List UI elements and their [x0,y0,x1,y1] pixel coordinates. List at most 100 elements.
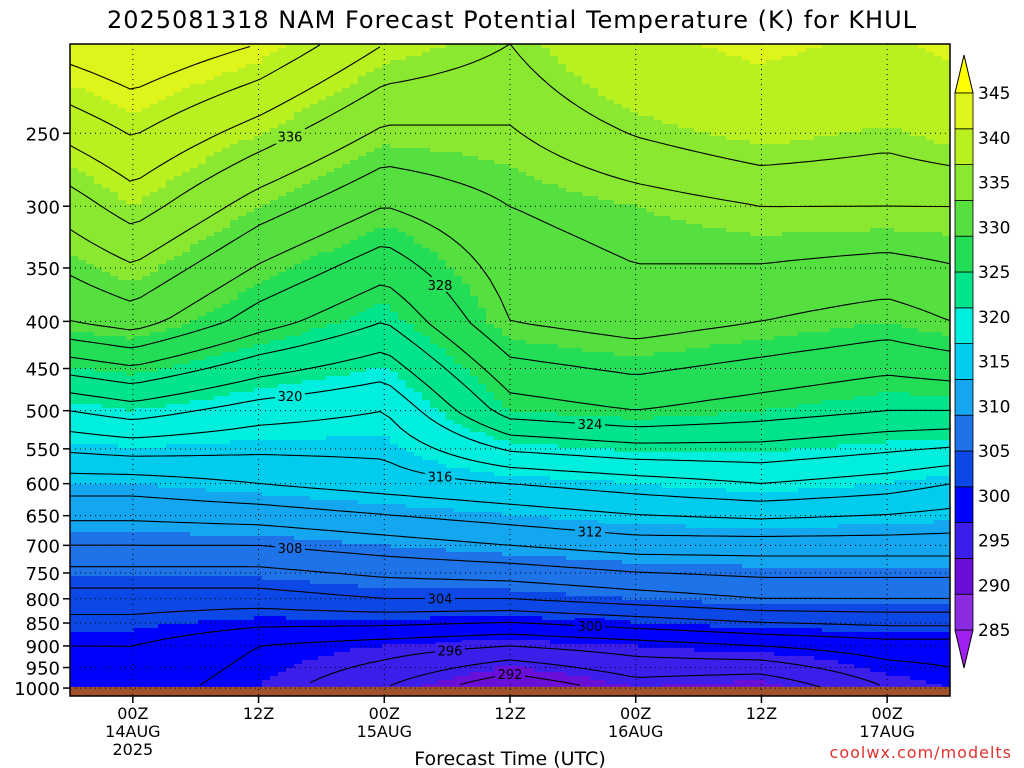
field-cell [238,152,247,157]
field-cell [150,172,159,177]
field-cell [102,464,111,469]
field-cell [262,56,271,61]
field-cell [70,460,79,465]
field-cell [278,84,287,89]
field-cell [238,180,247,185]
field-cell [294,436,303,441]
field-cell [118,212,127,217]
field-cell [278,312,287,317]
field-cell [102,448,111,453]
field-cell [86,168,95,173]
field-cell [142,408,151,413]
field-cell [246,544,255,549]
field-cell [158,200,167,205]
field-cell [246,388,255,393]
field-cell [310,468,319,473]
field-cell [78,212,87,217]
field-cell [222,396,231,401]
field-cell [78,172,87,177]
field-cell [222,580,231,585]
field-cell [142,480,151,485]
field-cell [270,344,279,349]
field-cell [110,532,119,537]
field-cell [190,404,199,409]
field-cell [262,440,271,445]
field-cell [262,204,271,209]
field-cell [270,584,279,589]
field-cell [102,620,111,625]
field-cell [214,380,223,385]
field-cell [190,600,199,605]
field-cell [70,296,79,301]
field-cell [134,224,143,229]
field-cell [206,92,215,97]
field-cell [262,408,271,413]
field-cell [150,316,159,321]
field-cell [150,224,159,229]
field-cell [278,96,287,101]
field-cell [110,300,119,305]
field-cell [150,516,159,521]
field-cell [206,576,215,581]
field-cell [278,412,287,417]
field-cell [174,624,183,629]
field-cell [206,236,215,241]
field-cell [198,520,207,525]
field-cell [230,548,239,553]
field-cell [110,464,119,469]
field-cell [110,616,119,621]
field-cell [78,124,87,129]
field-cell [238,116,247,121]
field-cell [214,140,223,145]
field-cell [86,288,95,293]
field-cell [302,216,311,221]
field-cell [150,384,159,389]
field-cell [230,64,239,69]
field-cell [286,616,295,621]
field-cell [302,308,311,313]
field-cell [262,676,271,681]
field-cell [190,536,199,541]
field-cell [294,424,303,429]
field-cell [182,160,191,165]
field-cell [110,264,119,269]
field-cell [94,640,103,645]
field-cell [182,448,191,453]
field-cell [246,344,255,349]
field-cell [270,240,279,245]
field-cell [94,60,103,65]
field-cell [86,252,95,257]
field-cell [182,476,191,481]
field-cell [278,256,287,261]
field-cell [214,484,223,489]
field-cell [262,240,271,245]
field-cell [206,224,215,229]
field-cell [166,620,175,625]
field-cell [214,72,223,77]
field-cell [230,112,239,117]
field-cell [238,444,247,449]
field-cell [110,476,119,481]
field-cell [214,588,223,593]
field-cell [238,332,247,337]
field-cell [230,352,239,357]
field-cell [70,328,79,333]
field-cell [126,640,135,645]
field-cell [310,372,319,377]
field-cell [102,540,111,545]
field-cell [142,100,151,105]
field-cell [294,492,303,497]
field-cell [174,208,183,213]
field-cell [310,244,319,249]
field-cell [214,192,223,197]
field-cell [270,260,279,265]
field-cell [142,568,151,573]
field-cell [182,576,191,581]
field-cell [206,376,215,381]
field-cell [70,236,79,241]
field-cell [134,636,143,641]
field-cell [86,136,95,141]
field-cell [214,620,223,625]
field-cell [150,604,159,609]
field-cell [230,260,239,265]
